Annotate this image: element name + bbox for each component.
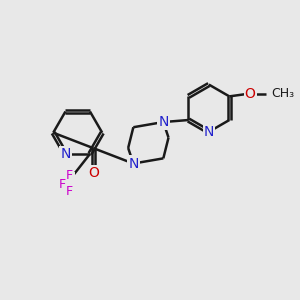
Text: O: O [88,166,99,180]
Text: N: N [158,115,169,129]
Text: O: O [245,86,256,100]
Text: F: F [65,169,73,182]
Text: F: F [58,178,66,191]
Text: N: N [128,157,139,170]
Text: N: N [204,125,214,139]
Text: CH₃: CH₃ [271,87,294,100]
Text: F: F [65,185,73,199]
Text: N: N [60,147,71,161]
